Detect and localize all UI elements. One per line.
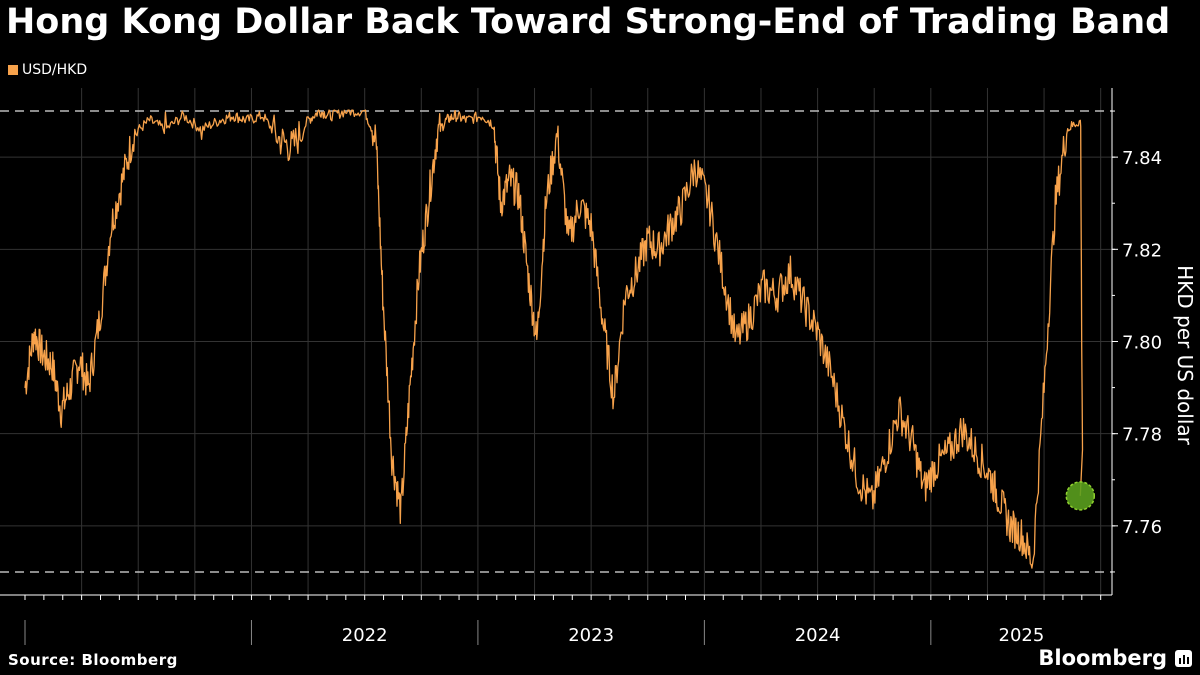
x-tick-label: 2022 [342,625,388,646]
x-tick-label: 2025 [999,625,1045,646]
brand-logo: Bloomberg [1038,646,1192,670]
y-tick-label: 7.78 [1122,425,1162,446]
series-usd-hkd [24,109,1084,569]
bloomberg-bars-icon [1175,649,1192,667]
y-tick-label: 7.76 [1122,517,1162,538]
series-line-usd-hkd [24,109,1084,569]
y-tick-label: 7.82 [1122,240,1162,261]
y-tick-label: 7.80 [1122,333,1162,354]
source-note: Source: Bloomberg [8,651,178,669]
legend-label: USD/HKD [22,62,88,78]
last-value-marker-circle [1065,481,1096,511]
brand-name: Bloomberg [1038,646,1167,670]
chart-title: Hong Kong Dollar Back Toward Strong-End … [6,2,1171,42]
y-axis-label: HKD per US dollar [1173,265,1197,445]
legend: USD/HKD [8,62,87,78]
last-value-marker [1065,481,1096,511]
legend-swatch [8,65,18,75]
x-tick-label: 2023 [568,625,614,646]
y-tick-label: 7.84 [1122,148,1162,169]
axes: 7.76 7.78 7.80 7.82 7.84 2022 2023 2024 2025 [0,88,1162,646]
x-tick-label: 2024 [795,625,841,646]
reference-lines [0,110,1112,573]
gridlines [0,88,1112,595]
